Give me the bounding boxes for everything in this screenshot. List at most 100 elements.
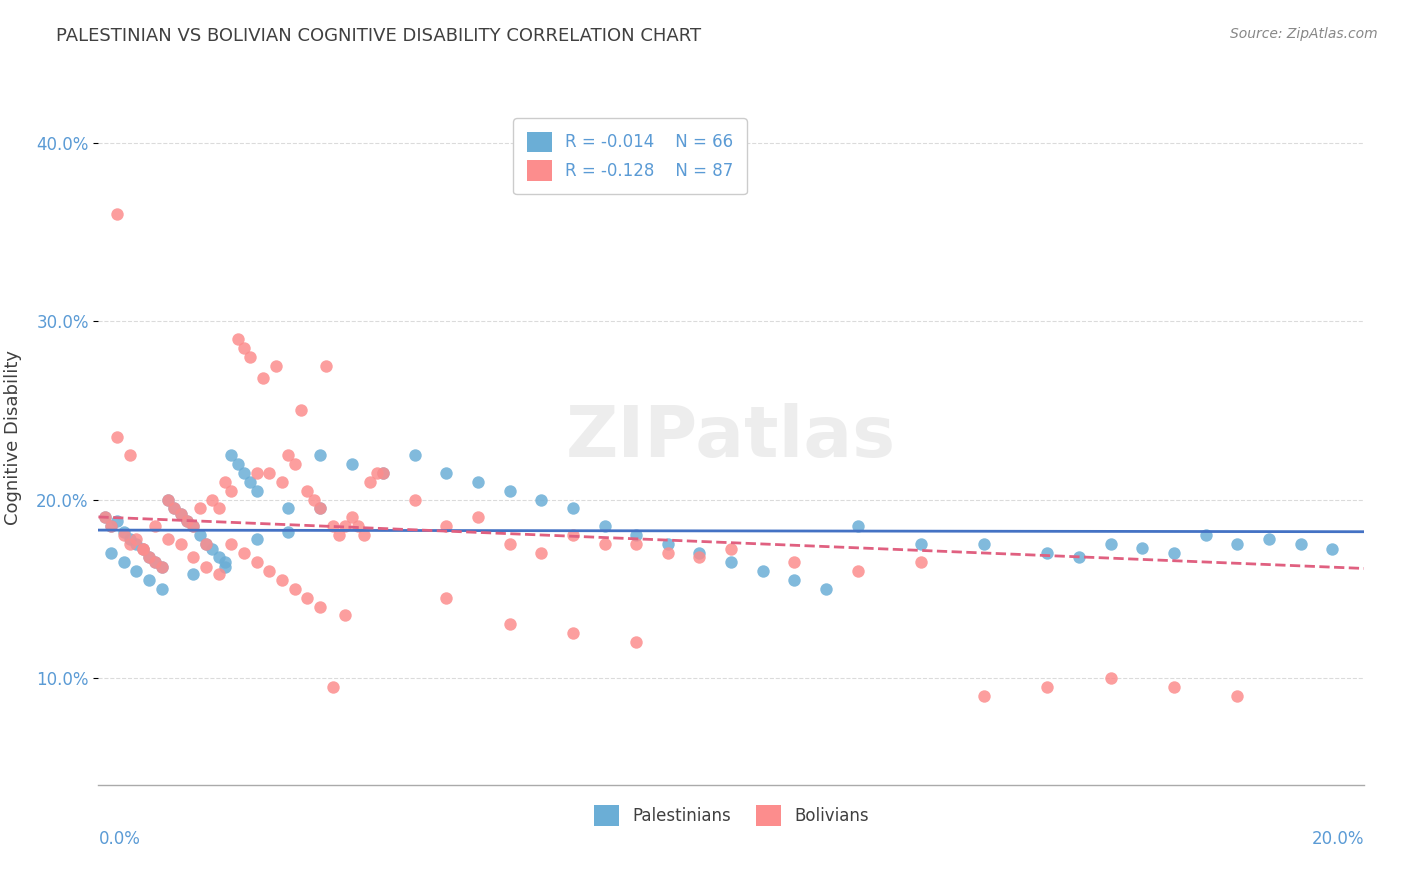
Point: [226, 457, 249, 471]
Point: [366, 466, 388, 480]
Point: [183, 519, 205, 533]
Point: [1036, 680, 1059, 694]
Point: [270, 573, 294, 587]
Point: [201, 492, 224, 507]
Point: [657, 546, 679, 560]
Point: [233, 466, 256, 480]
Point: [321, 519, 344, 533]
Point: [176, 514, 198, 528]
Point: [404, 448, 426, 462]
Point: [226, 332, 249, 346]
Point: [219, 448, 243, 462]
Point: [783, 555, 806, 569]
Point: [359, 475, 381, 489]
Point: [100, 546, 122, 560]
Point: [169, 507, 191, 521]
Point: [340, 510, 363, 524]
Point: [219, 537, 243, 551]
Point: [125, 564, 148, 578]
Point: [1322, 542, 1344, 557]
Point: [1099, 537, 1122, 551]
Point: [530, 492, 553, 507]
Point: [183, 549, 205, 564]
Point: [176, 514, 198, 528]
Point: [145, 555, 166, 569]
Point: [1099, 671, 1122, 685]
Point: [188, 501, 211, 516]
Point: [246, 466, 269, 480]
Point: [169, 537, 191, 551]
Point: [163, 501, 186, 516]
Point: [467, 510, 489, 524]
Point: [1067, 549, 1090, 564]
Point: [183, 567, 205, 582]
Point: [120, 448, 141, 462]
Point: [340, 457, 363, 471]
Point: [436, 519, 458, 533]
Point: [246, 483, 269, 498]
Point: [1289, 537, 1312, 551]
Point: [145, 555, 166, 569]
Point: [214, 475, 236, 489]
Point: [624, 635, 647, 649]
Point: [107, 514, 129, 528]
Point: [208, 501, 231, 516]
Point: [100, 519, 122, 533]
Point: [183, 519, 205, 533]
Point: [436, 591, 458, 605]
Point: [150, 560, 173, 574]
Point: [783, 573, 806, 587]
Point: [233, 341, 256, 355]
Point: [239, 475, 262, 489]
Point: [328, 528, 350, 542]
Point: [309, 501, 332, 516]
Point: [107, 207, 129, 221]
Point: [284, 457, 307, 471]
Point: [688, 549, 710, 564]
Point: [353, 528, 375, 542]
Point: [1036, 546, 1059, 560]
Point: [530, 546, 553, 560]
Point: [169, 507, 191, 521]
Point: [201, 542, 224, 557]
Point: [688, 546, 710, 560]
Y-axis label: Cognitive Disability: Cognitive Disability: [4, 350, 22, 524]
Point: [120, 532, 141, 546]
Point: [219, 483, 243, 498]
Point: [112, 524, 135, 539]
Text: Source: ZipAtlas.com: Source: ZipAtlas.com: [1230, 27, 1378, 41]
Point: [277, 501, 299, 516]
Point: [720, 542, 742, 557]
Point: [309, 599, 332, 614]
Point: [264, 359, 287, 373]
Point: [498, 483, 520, 498]
Point: [208, 549, 231, 564]
Point: [371, 466, 394, 480]
Point: [1163, 680, 1185, 694]
Point: [910, 537, 932, 551]
Text: 20.0%: 20.0%: [1312, 830, 1364, 847]
Point: [246, 555, 269, 569]
Point: [132, 542, 155, 557]
Point: [814, 582, 837, 596]
Point: [214, 555, 236, 569]
Point: [973, 689, 995, 703]
Point: [145, 519, 166, 533]
Point: [208, 567, 231, 582]
Point: [246, 532, 269, 546]
Point: [138, 549, 160, 564]
Point: [309, 448, 332, 462]
Point: [138, 549, 160, 564]
Point: [194, 537, 218, 551]
Point: [259, 564, 281, 578]
Point: [593, 537, 616, 551]
Point: [120, 537, 141, 551]
Point: [751, 564, 773, 578]
Point: [973, 537, 995, 551]
Point: [297, 591, 319, 605]
Point: [498, 617, 520, 632]
Point: [846, 519, 869, 533]
Point: [277, 524, 299, 539]
Point: [910, 555, 932, 569]
Point: [132, 542, 155, 557]
